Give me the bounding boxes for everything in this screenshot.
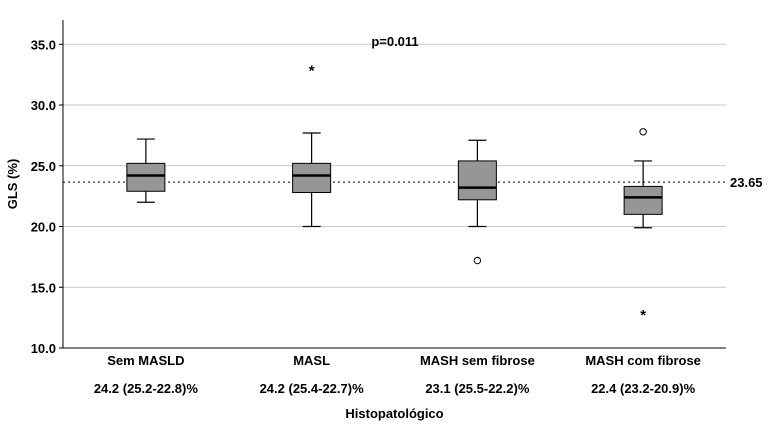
reference-line-label: 23.65	[730, 175, 763, 190]
iqr-box	[292, 162, 332, 194]
extreme-point: *	[309, 63, 315, 80]
x-axis-label: Histopatológico	[345, 406, 443, 421]
category-summary: 24.2 (25.2-22.8)%	[94, 381, 199, 396]
y-tick-label: 30.0	[31, 98, 56, 113]
iqr-box	[126, 162, 166, 192]
y-tick-label: 15.0	[31, 280, 56, 295]
category-summary: 23.1 (25.5-22.2)%	[425, 381, 530, 396]
y-tick-label: 10.0	[31, 341, 56, 356]
y-tick-label: 25.0	[31, 159, 56, 174]
category-label: MASH sem fibrose	[420, 353, 535, 368]
axes	[62, 20, 726, 349]
category-label: MASH com fibrose	[585, 353, 701, 368]
box-4: *	[623, 128, 663, 324]
y-tick-label: 35.0	[31, 37, 56, 52]
outlier-point	[639, 128, 647, 136]
box-1	[126, 138, 166, 203]
box-3	[457, 139, 497, 265]
extreme-point: *	[640, 307, 646, 324]
outlier-point	[473, 256, 482, 265]
category-labels: Sem MASLD 24.2 (25.2-22.8)% MASL 24.2 (25.4…	[94, 353, 701, 396]
iqr-box	[457, 160, 497, 201]
y-axis-label: GLS (%)	[5, 159, 20, 210]
iqr-box	[623, 185, 663, 215]
category-summary: 22.4 (23.2-20.9)%	[591, 381, 696, 396]
category-label: Sem MASLD	[107, 353, 184, 368]
category-label: MASL	[293, 353, 330, 368]
p-value-annotation: p=0.011	[371, 34, 418, 49]
boxes: **	[126, 63, 663, 324]
box-2: *	[292, 63, 332, 228]
y-axis-ticks: 10.0 15.0 20.0 25.0 30.0 35.0	[31, 37, 63, 356]
grid-lines	[63, 43, 726, 288]
category-summary: 24.2 (25.4-22.7)%	[260, 381, 365, 396]
y-tick-label: 20.0	[31, 220, 56, 235]
